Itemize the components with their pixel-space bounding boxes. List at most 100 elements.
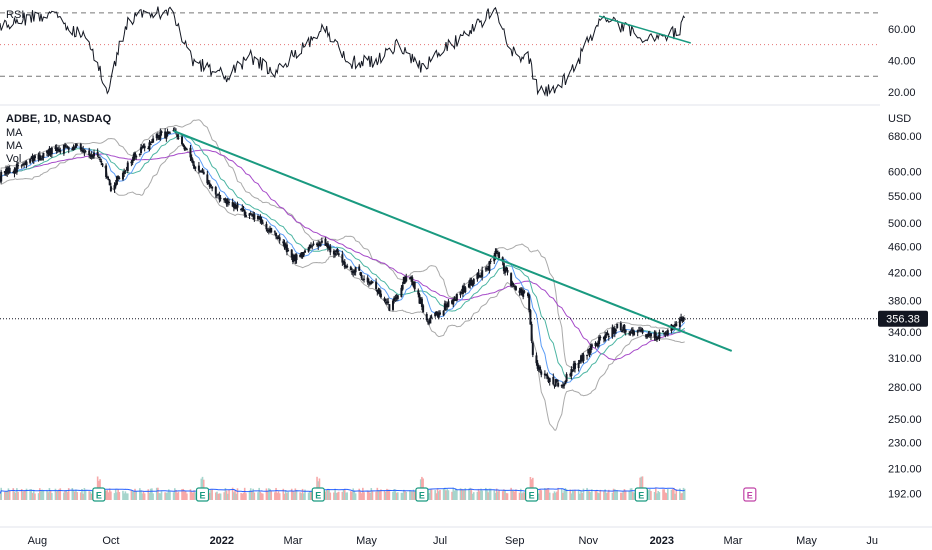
volume-bar — [616, 490, 619, 500]
volume-bar — [486, 488, 488, 500]
candle-body — [142, 145, 145, 147]
candle-body — [639, 330, 642, 332]
volume-bar — [248, 490, 251, 500]
candle-body — [261, 222, 264, 224]
candle-body — [554, 379, 557, 387]
volume-bar — [388, 490, 391, 500]
candle-body — [378, 289, 381, 295]
volume-bar — [329, 492, 332, 500]
candle-body — [176, 134, 179, 137]
volume-bar — [152, 493, 154, 500]
candle-body — [460, 292, 463, 294]
volume-bar — [30, 489, 33, 500]
volume-bar — [25, 488, 28, 500]
candle-body — [29, 158, 32, 163]
volume-bar — [588, 491, 591, 500]
volume-bar — [679, 488, 681, 500]
candle-body — [59, 150, 62, 153]
candle-body — [48, 148, 51, 156]
candle-body — [495, 250, 498, 253]
candle-body — [141, 146, 144, 148]
candle-body — [588, 350, 591, 354]
candle-body — [193, 164, 196, 169]
volume-bar — [445, 490, 447, 500]
rsi-line — [0, 6, 686, 97]
candle-body — [32, 156, 35, 161]
indicator-label-ma-2[interactable]: MA — [6, 140, 23, 152]
candle-body — [419, 299, 422, 304]
candle-body — [3, 171, 6, 173]
candle-body — [596, 342, 599, 347]
volume-bar — [23, 490, 25, 500]
price-trendline[interactable] — [173, 130, 733, 352]
volume-bar — [581, 492, 584, 500]
candle-body — [335, 250, 338, 253]
candle-body — [89, 154, 92, 156]
candle-body — [648, 333, 651, 335]
volume-bar — [8, 490, 11, 500]
candle-body — [342, 261, 345, 263]
volume-bar — [252, 488, 254, 500]
volume-bar — [84, 489, 87, 500]
volume-bar — [214, 492, 217, 500]
volume-bar — [105, 490, 107, 500]
candle-body — [395, 297, 398, 299]
candle-body — [308, 244, 311, 249]
candle-body — [375, 281, 378, 290]
candle-body — [664, 332, 667, 335]
volume-bar — [90, 493, 93, 500]
candle-body — [353, 270, 356, 273]
volume-bar — [131, 490, 134, 500]
volume-bar — [243, 487, 246, 500]
candle-body — [354, 267, 357, 273]
volume-bar — [175, 489, 177, 500]
candle-body — [206, 174, 209, 184]
volume-bar — [362, 487, 364, 500]
candle-body — [41, 158, 44, 160]
candle-body — [637, 330, 640, 332]
volume-bar — [130, 490, 133, 500]
volume-bar — [580, 490, 582, 500]
candle-body — [287, 249, 290, 252]
volume-bar — [680, 493, 682, 500]
volume-bar — [75, 489, 77, 500]
volume-bar — [122, 490, 124, 500]
price-tick-label: 500.00 — [888, 218, 922, 230]
candle-body — [302, 253, 305, 256]
volume-bar — [553, 491, 556, 500]
volume-bar — [569, 489, 571, 500]
volume-bar — [106, 489, 109, 500]
volume-bar — [546, 488, 549, 500]
candle-body — [138, 154, 141, 156]
candle-body — [189, 147, 192, 158]
volume-bar — [224, 488, 227, 500]
volume-bar — [227, 493, 229, 500]
candle-body — [172, 129, 175, 132]
candle-body — [666, 330, 669, 336]
indicator-label-vol[interactable]: Vol — [6, 153, 21, 165]
time-tick-label: May — [356, 535, 377, 547]
volume-bar — [54, 488, 57, 500]
volume-bar — [71, 487, 74, 500]
rsi-axis-ticks: 60.00 40.00 20.00 — [888, 24, 916, 99]
volume-bar — [605, 492, 608, 500]
candle-body — [623, 324, 626, 331]
last-price-badge: 356.38 — [878, 310, 928, 327]
candle-body — [135, 155, 138, 158]
candle-body — [5, 169, 8, 175]
rsi-trendline[interactable] — [598, 15, 691, 44]
volume-bar — [613, 489, 616, 500]
volume-bar — [615, 490, 617, 500]
candle-body — [324, 238, 327, 246]
candle-body — [383, 298, 386, 301]
volume-bar — [125, 493, 128, 500]
volume-bar — [334, 488, 336, 500]
candle-body — [481, 270, 484, 277]
volume-bar — [358, 488, 361, 500]
volume-bar — [286, 493, 288, 500]
candle-body — [564, 380, 567, 385]
indicator-label-ma-1[interactable]: MA — [6, 127, 23, 139]
candle-body — [494, 250, 497, 257]
volume-bar — [67, 488, 70, 500]
